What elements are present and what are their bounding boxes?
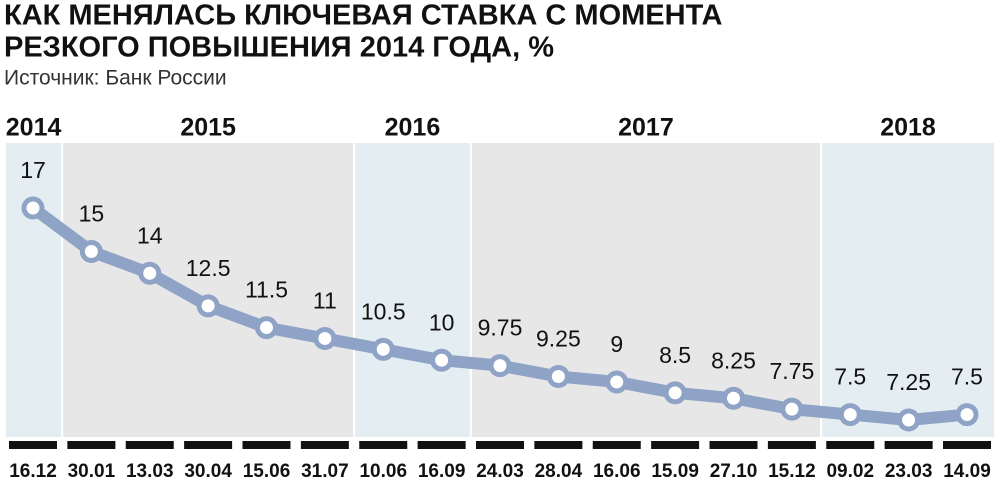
year-band [822,143,994,437]
plot: 16.12 30.01 13.03 30.04 15.06 31.07 10.06 16.09… [9,157,991,482]
value-label: 10 [429,309,455,335]
point [430,348,454,372]
value-label: 7.25 [886,369,931,395]
x-tick-label: 30.01 [68,461,116,482]
point [79,239,103,263]
x-tick-label: 15.09 [651,461,699,482]
category-tick [592,441,641,449]
category-tick [184,441,233,449]
value-label: 7.75 [769,358,814,384]
x-tick-label: 13.03 [126,461,174,482]
x-tick-label: 09.02 [826,461,874,482]
year-band [355,143,470,437]
x-tick-label: 28.04 [535,461,583,482]
point [371,337,395,361]
point [955,403,979,427]
point [546,365,570,389]
category-tick [125,441,174,449]
value-label: 8.25 [711,347,756,373]
point [21,196,45,220]
category-tick [943,441,991,449]
point [722,386,745,410]
x-tick-label: 16.09 [418,461,466,482]
x-tick-label: 27.10 [710,461,758,482]
category-tick [826,441,875,449]
point [138,261,162,285]
x-tick-label: 14.09 [943,461,991,482]
year-label: 2017 [618,114,674,142]
value-label: 11 [313,288,337,314]
x-tick-label: 15.06 [243,461,291,482]
point [663,381,687,405]
category-tick [9,441,57,449]
value-label: 14 [137,222,163,248]
year-band [6,143,62,437]
value-label: 7.5 [951,364,983,390]
value-label: 15 [79,201,105,227]
x-tick-label: 23.03 [885,461,933,482]
value-label: 9.25 [536,326,581,352]
value-label: 12.5 [186,255,231,281]
value-label: 9.75 [478,315,523,341]
point [488,354,512,378]
point [196,294,220,318]
year-label: 2015 [180,114,236,142]
category-tick [242,441,291,449]
year-band [63,143,354,437]
category-tick [300,441,349,449]
point [255,316,278,340]
year-label: 2014 [6,114,62,142]
point [780,397,804,421]
value-label: 9 [610,331,623,357]
x-tick-label: 31.07 [301,461,349,482]
year-label: 2018 [880,114,936,142]
category-tick [67,441,116,449]
value-label: 17 [20,157,46,183]
chart-title: КАК МЕНЯЛАСЬ КЛЮЧЕВАЯ СТАВКА С МОМЕНТА [4,0,722,32]
point [605,370,629,394]
category-tick [651,441,700,449]
year-bands: 2014 2015 2016 2017 2018 [6,114,994,437]
x-tick-label: 24.03 [476,461,524,482]
chart-title: РЕЗКОГО ПОВЫШЕНИЯ 2014 ГОДА, % [4,32,554,64]
point [313,326,337,350]
x-tick-label: 30.04 [184,461,232,482]
point [897,408,921,432]
category-tick [476,441,524,449]
category-tick [709,441,758,449]
x-tick-label: 10.06 [359,461,407,482]
value-label: 7.5 [834,364,866,390]
x-tick-label: 16.06 [593,461,641,482]
source: Источник: Банк России [4,67,227,90]
year-label: 2016 [385,114,441,142]
category-tick [884,441,933,449]
category-tick [359,441,408,449]
value-label: 11.5 [245,277,288,303]
category-tick [767,441,816,449]
category-tick [417,441,466,449]
category-tick [534,441,583,449]
point [838,403,862,427]
value-label: 8.5 [659,342,691,368]
x-tick-label: 15.12 [768,461,816,482]
value-label: 10.5 [361,298,406,324]
x-tick-label: 16.12 [9,461,57,482]
